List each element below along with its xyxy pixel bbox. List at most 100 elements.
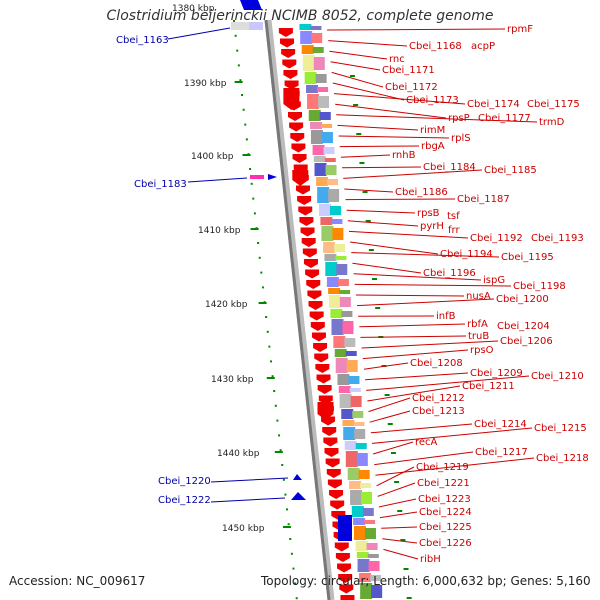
feature-block xyxy=(333,336,346,348)
leader-line xyxy=(328,40,408,47)
gene-label-cbei-1196[interactable]: Cbei_1196 xyxy=(423,268,476,279)
gene-label-cbei-1204[interactable]: Cbei_1204 xyxy=(497,321,550,332)
feature-cbei-1183[interactable] xyxy=(268,174,277,180)
gene-label-cbei-1222[interactable]: Cbei_1222 xyxy=(158,495,211,506)
gene-label-cbei-1225[interactable]: Cbei_1225 xyxy=(419,522,472,533)
scale-label-1430: 1430 kbp xyxy=(211,375,254,385)
gene-label-rimm[interactable]: rimM xyxy=(420,125,445,136)
gene-label-cbei-1173[interactable]: Cbei_1173 xyxy=(406,95,459,106)
feature-grey-block xyxy=(231,22,249,30)
gene-label-infb[interactable]: infB xyxy=(436,311,456,322)
feature-block xyxy=(354,429,366,439)
feature-block xyxy=(357,559,370,572)
gene-label-pyrh[interactable]: pyrH xyxy=(420,221,444,232)
gene-label-cbei-1195[interactable]: Cbei_1195 xyxy=(501,252,554,263)
gene-label-cbei-1177[interactable]: Cbei_1177 xyxy=(478,113,531,124)
feature-block xyxy=(328,288,341,294)
gene-arrow xyxy=(287,112,302,121)
scale-dot-right xyxy=(403,568,409,570)
scale-dot xyxy=(252,197,255,200)
gene-label-cbei-1220[interactable]: Cbei_1220 xyxy=(158,476,211,487)
scale-dot xyxy=(266,330,269,333)
gene-label-cbei-1175[interactable]: Cbei_1175 xyxy=(527,99,580,110)
gene-label-cbei-1193[interactable]: Cbei_1193 xyxy=(531,233,584,244)
scale-dot xyxy=(257,242,260,244)
gene-label-ribh[interactable]: ribH xyxy=(420,554,441,565)
gene-label-cbei-1208[interactable]: Cbei_1208 xyxy=(410,358,463,369)
gene-label-cbei-1174[interactable]: Cbei_1174 xyxy=(467,99,520,110)
gene-label-cbei-1218[interactable]: Cbei_1218 xyxy=(536,453,589,464)
leader-line xyxy=(345,198,456,201)
gene-label-cbei-1186[interactable]: Cbei_1186 xyxy=(395,187,448,198)
gene-label-cbei-1192[interactable]: Cbei_1192 xyxy=(470,233,523,244)
gene-label-rnhb[interactable]: rnhB xyxy=(392,150,416,161)
gene-label-cbei-1194[interactable]: Cbei_1194 xyxy=(440,249,493,260)
gene-label-rpsp[interactable]: rpsP xyxy=(448,113,470,124)
gene-label-rpso[interactable]: rpsO xyxy=(470,345,494,356)
leader-line xyxy=(355,294,465,297)
gene-label-reca[interactable]: recA xyxy=(415,437,438,448)
gene-label-cbei-1184[interactable]: Cbei_1184 xyxy=(423,162,476,173)
gene-label-cbei-1211[interactable]: Cbei_1211 xyxy=(462,381,515,392)
gene-label-cbei-1221[interactable]: Cbei_1221 xyxy=(417,478,470,489)
gene-label-cbei-1168[interactable]: Cbei_1168 xyxy=(409,41,462,52)
gene-label-rpmf[interactable]: rpmF xyxy=(507,24,533,35)
gene-label-cbei-1209[interactable]: Cbei_1209 xyxy=(470,368,523,379)
gene-label-cbei-1171[interactable]: Cbei_1171 xyxy=(382,65,435,76)
gene-label-rbga[interactable]: rbgA xyxy=(421,141,445,152)
gene-arrow xyxy=(282,59,297,69)
gene-label-cbei-1219[interactable]: Cbei_1219 xyxy=(416,462,469,473)
gene-label-cbei-1212[interactable]: Cbei_1212 xyxy=(412,393,465,404)
gene-arrow xyxy=(292,154,307,163)
gene-label-trub[interactable]: truB xyxy=(468,331,489,342)
gene-label-cbei-1200[interactable]: Cbei_1200 xyxy=(496,294,549,305)
feature-pink-marker xyxy=(250,175,264,179)
feature-block xyxy=(361,492,373,504)
gene-label-rbfa[interactable]: rbfA xyxy=(467,319,488,330)
feature-block xyxy=(371,585,383,598)
feature-block xyxy=(300,31,313,44)
gene-label-acpp[interactable]: acpP xyxy=(471,41,495,52)
gene-label-ispg[interactable]: ispG xyxy=(483,275,505,286)
scale-ticks xyxy=(234,81,291,528)
gene-label-cbei-1172[interactable]: Cbei_1172 xyxy=(385,82,438,93)
gene-label-cbei-1163[interactable]: Cbei_1163 xyxy=(116,35,169,46)
feature-block xyxy=(316,177,329,186)
gene-label-cbei-1213[interactable]: Cbei_1213 xyxy=(412,406,465,417)
gene-label-nusa[interactable]: nusA xyxy=(466,291,491,302)
gene-label-cbei-1223[interactable]: Cbei_1223 xyxy=(418,494,471,505)
gene-label-cbei-1183[interactable]: Cbei_1183 xyxy=(134,179,187,190)
feature-block xyxy=(301,45,314,54)
leader-line xyxy=(346,209,416,214)
gene-label-cbei-1185[interactable]: Cbei_1185 xyxy=(484,165,537,176)
gene-label-cbei-1226[interactable]: Cbei_1226 xyxy=(419,538,472,549)
feature-cbei-1222[interactable] xyxy=(291,492,306,500)
gene-label-cbei-1224[interactable]: Cbei_1224 xyxy=(419,507,472,518)
gene-label-cbei-1210[interactable]: Cbei_1210 xyxy=(531,371,584,382)
scale-dot xyxy=(279,449,282,452)
scale-dot xyxy=(236,49,239,52)
feature-block xyxy=(323,147,335,154)
gene-label-cbei-1215[interactable]: Cbei_1215 xyxy=(534,423,587,434)
scale-dot-right xyxy=(394,481,400,483)
gene-label-cbei-1214[interactable]: Cbei_1214 xyxy=(474,419,527,430)
gene-label-frr[interactable]: frr xyxy=(448,225,460,236)
gene-arrow xyxy=(337,563,352,573)
feature-cbei-1220[interactable] xyxy=(293,474,302,480)
leader-line xyxy=(339,145,420,148)
gene-label-cbei-1206[interactable]: Cbei_1206 xyxy=(500,336,553,347)
gene-label-cbei-1198[interactable]: Cbei_1198 xyxy=(513,281,566,292)
gene-arrow xyxy=(290,133,305,142)
feature-block xyxy=(352,411,364,418)
leader-line xyxy=(340,154,391,158)
gene-label-tsf[interactable]: tsf xyxy=(447,211,460,222)
leader-line xyxy=(342,166,422,169)
feature-block xyxy=(324,254,337,261)
gene-label-rpsb[interactable]: rpsB xyxy=(417,208,440,219)
gene-label-cbei-1217[interactable]: Cbei_1217 xyxy=(475,447,528,458)
gene-label-rnc[interactable]: rnc xyxy=(389,54,405,65)
gene-label-cbei-1187[interactable]: Cbei_1187 xyxy=(457,194,510,205)
gene-label-trmd[interactable]: trmD xyxy=(539,117,565,128)
gene-arrow xyxy=(311,332,326,342)
gene-label-rpls[interactable]: rplS xyxy=(451,133,471,144)
